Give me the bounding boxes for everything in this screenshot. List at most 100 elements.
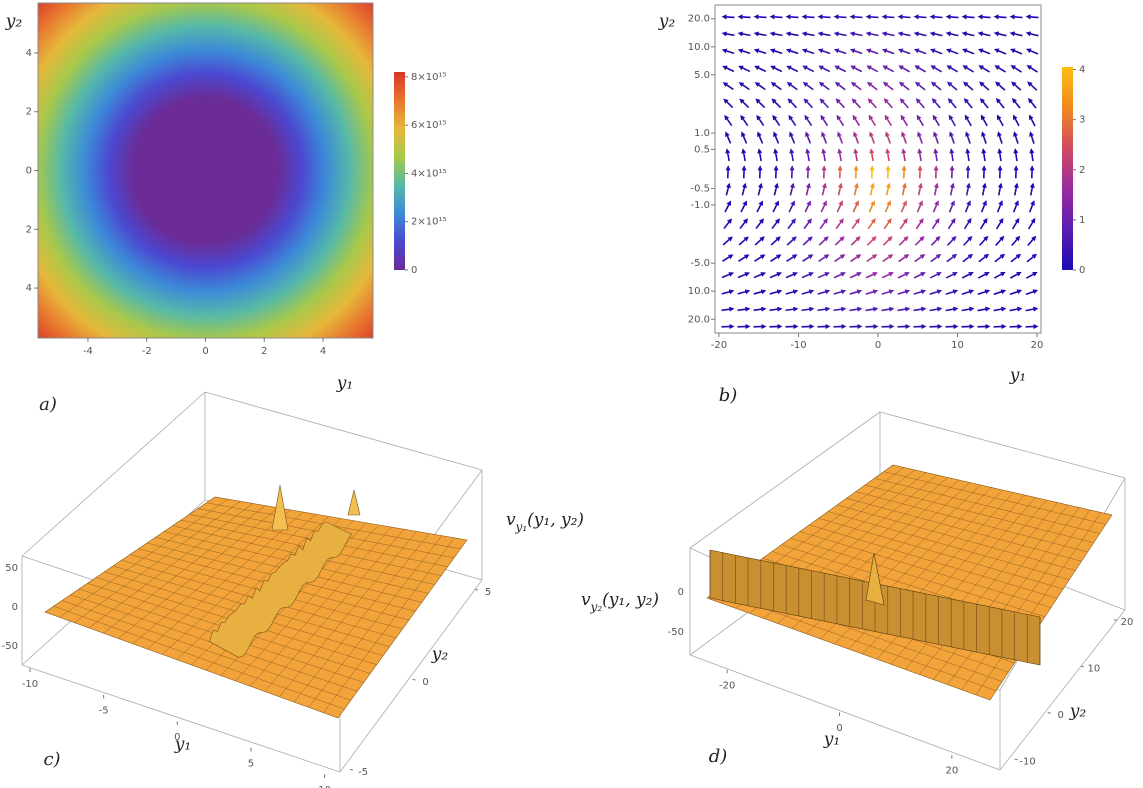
arrow-head [1030, 217, 1036, 224]
arrow-head [872, 289, 879, 295]
arrow-head [819, 98, 825, 104]
y-tick-label: 10 [1087, 664, 1100, 675]
arrow-head [997, 182, 1003, 189]
arrow-head [902, 218, 908, 224]
arrow-head [721, 14, 727, 20]
arrow-head [853, 182, 859, 189]
box-edge [689, 654, 1001, 771]
x-tick-label: 20 [1031, 340, 1044, 351]
mesh-line [961, 509, 1091, 690]
arrow-head [1025, 31, 1032, 37]
arrow-head [849, 31, 856, 37]
arrow-head [981, 148, 987, 154]
arrow-head [838, 218, 844, 224]
arrow-head [945, 48, 952, 54]
arrow-head [793, 324, 799, 330]
arrow-head [818, 81, 825, 87]
arrow-head [769, 48, 776, 54]
colorbar-tick-label: 0 [1079, 265, 1085, 276]
arrow-head [1025, 14, 1031, 20]
arrow-head [977, 31, 984, 37]
z-label-part: (y₁, y₂) [602, 590, 659, 610]
arrow-head [913, 31, 920, 37]
arrow-head [865, 48, 872, 54]
arrow-head [997, 165, 1003, 171]
arrow-head [1015, 253, 1022, 259]
arrow-head [1017, 306, 1023, 312]
arrow-head [953, 324, 959, 330]
arrow-head [1014, 217, 1020, 224]
x-axis-label: y₁ [1009, 366, 1026, 386]
y-tick-label: 10.0 [688, 286, 710, 297]
arrow-head [756, 114, 762, 121]
arrow-head [737, 14, 743, 20]
y-tick-label: 1.0 [694, 128, 710, 139]
arrow-head [964, 114, 970, 121]
z-tick-label: 0 [678, 587, 684, 598]
colorbar-tick-label: 0 [411, 265, 417, 276]
arrow-head [917, 182, 923, 189]
arrow-head [963, 81, 969, 87]
arrow-head [757, 165, 763, 171]
arrow-head [744, 289, 751, 295]
arrow-head [777, 306, 783, 312]
arrow-head [753, 48, 760, 54]
arrow-head [905, 306, 911, 312]
arrow-head [760, 289, 767, 295]
arrow-head [866, 65, 872, 71]
arrow-head [1032, 271, 1038, 277]
mesh-line [947, 507, 1080, 685]
arrow-head [930, 65, 936, 71]
mesh-line [323, 537, 455, 713]
arrow-head [753, 14, 759, 20]
x-tick-label: 10 [318, 785, 331, 788]
arrow-head [885, 131, 890, 137]
arrow-head [979, 81, 985, 87]
box-edge [21, 391, 206, 557]
panel-label: d) [709, 746, 728, 767]
y-tick-label: 5.0 [694, 70, 710, 81]
arrow-head [790, 218, 796, 224]
arrow-head [738, 65, 744, 71]
arrow-head [980, 114, 986, 121]
arrow-head [997, 131, 1002, 137]
arrow-head [952, 272, 958, 277]
arrow-head [807, 254, 814, 260]
y-axis-label: y₂ [5, 12, 23, 32]
surface-plot: -20 0 20 -10 0 10 20 0 -50 [668, 411, 1133, 777]
spike [271, 484, 289, 531]
arrow-head [885, 165, 891, 171]
arrow-head [866, 81, 873, 87]
ridge [209, 521, 353, 658]
arrow-head [792, 272, 798, 277]
x-tick-label: -10 [790, 340, 806, 351]
y-tick-label: 0 [422, 677, 428, 688]
y-tick [1047, 712, 1051, 714]
arrow-head [759, 236, 765, 242]
arrow-head [737, 48, 744, 54]
arrow-head [806, 200, 811, 206]
arrow-head [921, 324, 927, 330]
arrow-head [849, 48, 856, 54]
arrow-head [724, 114, 730, 121]
panel-label: a) [39, 394, 57, 415]
panel-label: c) [43, 749, 60, 770]
arrow-head [729, 324, 735, 330]
y-tick [1014, 758, 1018, 761]
arrow-head [770, 82, 777, 87]
y-tick-label: 4 [26, 48, 32, 59]
arrow-head [867, 98, 873, 104]
arrow-head [982, 200, 987, 206]
arrow-head [742, 200, 747, 206]
z-label-part: v [506, 510, 516, 530]
arrow-head [772, 114, 778, 121]
x-tick-label: -2 [142, 346, 152, 357]
arrow-head [899, 98, 905, 104]
arrow-head [774, 200, 779, 206]
arrow-head [1011, 97, 1018, 104]
arrow-head [817, 31, 824, 37]
arrow-head [853, 148, 859, 154]
arrow-head [977, 48, 984, 54]
arrow-head [1028, 114, 1034, 121]
arrow-head [836, 114, 842, 121]
